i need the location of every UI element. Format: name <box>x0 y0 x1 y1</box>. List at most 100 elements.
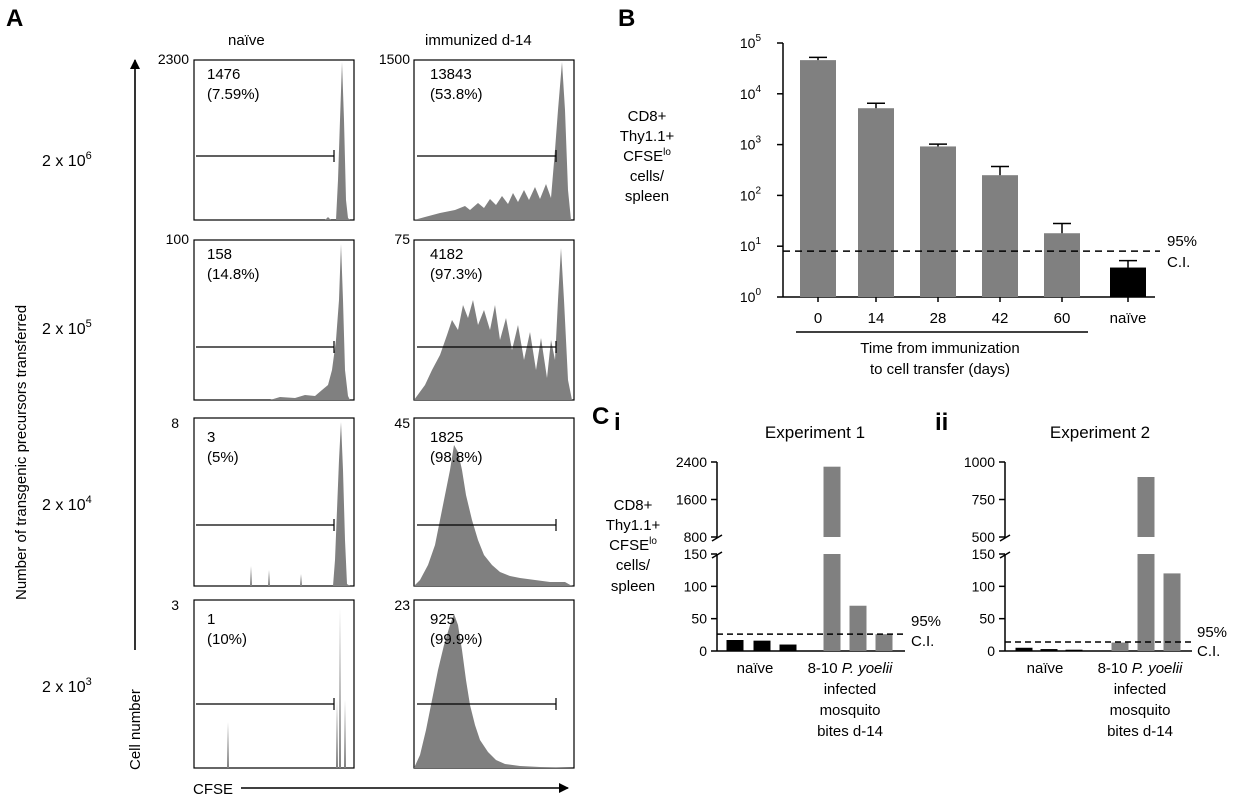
svg-text:infected: infected <box>824 681 877 698</box>
svg-text:cells/: cells/ <box>630 168 665 185</box>
row-label-2e5: 2 x 105 <box>42 318 92 338</box>
svg-text:spleen: spleen <box>611 578 655 595</box>
gate-percent: (97.3%) <box>430 266 483 283</box>
panel-b-xlabel-2: to cell transfer (days) <box>870 361 1010 378</box>
ymax-label: 3 <box>171 597 179 613</box>
histogram-trace <box>194 244 350 400</box>
histogram-naive-2e6: 2300 1476 (7.59%) <box>158 51 355 221</box>
panel-b-ylabel: CD8+ Thy1.1+ CFSElo cells/ spleen <box>620 108 675 205</box>
gate-count: 1825 <box>430 429 463 446</box>
bar <box>753 640 771 651</box>
svg-text:C.I.: C.I. <box>911 633 934 650</box>
panel-b-xlabel-1: Time from immunization <box>860 340 1019 357</box>
y-tick-label: 103 <box>740 135 762 153</box>
chart-title: Experiment 1 <box>765 423 865 442</box>
bar <box>1040 649 1058 651</box>
bar <box>823 554 841 651</box>
ymax-label: 45 <box>394 415 410 431</box>
x-tick-label: 60 <box>1054 310 1071 327</box>
histogram-immunized-2e3: 23 925 (99.9%) <box>394 597 575 769</box>
histogram-trace <box>414 445 572 586</box>
histogram-immunized-2e5: 75 4182 (97.3%) <box>394 231 575 401</box>
bar <box>1044 233 1080 297</box>
y-tick-label: 0 <box>987 643 995 659</box>
y-tick-label: 104 <box>740 84 762 102</box>
bar <box>1111 642 1129 651</box>
gate-percent: (10%) <box>207 631 247 648</box>
panel-c-ii-letter: ii <box>935 409 948 436</box>
histogram-immunized-2e6: 1500 13843 (53.8%) <box>379 51 575 221</box>
x-tick-label: 42 <box>992 310 1009 327</box>
y-tick-label: 2400 <box>676 454 707 470</box>
svg-text:cells/: cells/ <box>616 557 651 574</box>
col-label-immunized: immunized d-14 <box>425 32 532 49</box>
gate-count: 4182 <box>430 246 463 263</box>
ymax-label: 100 <box>166 231 190 247</box>
ymax-label: 8 <box>171 415 179 431</box>
gate-count: 1476 <box>207 66 240 83</box>
svg-text:CFSElo: CFSElo <box>609 536 657 554</box>
y-tick-label: 50 <box>979 611 995 627</box>
y-tick-label: 50 <box>691 611 707 627</box>
col-label-naive: naïve <box>228 32 265 49</box>
y-tick-label: 1000 <box>964 454 995 470</box>
bar <box>982 175 1018 297</box>
gate-percent: (99.9%) <box>430 631 483 648</box>
svg-text:Thy1.1+: Thy1.1+ <box>606 517 661 534</box>
chart-b: 100 101 102 103 104 105 0 14 28 42 60 naïve <box>740 33 1160 327</box>
c-i-ci-label: 95% C.I. <box>911 613 941 650</box>
bar <box>1110 267 1146 297</box>
ymax-label: 1500 <box>379 51 410 67</box>
y-tick-label: 0 <box>699 643 707 659</box>
histogram-naive-2e5: 100 158 (14.8%) <box>166 231 355 401</box>
bar <box>875 634 893 651</box>
bar <box>1163 573 1181 651</box>
svg-text:bites d-14: bites d-14 <box>817 723 883 740</box>
svg-text:CD8+: CD8+ <box>614 497 653 514</box>
row-label-2e6: 2 x 106 <box>42 150 92 170</box>
gate-count: 13843 <box>430 66 472 83</box>
bar <box>726 640 744 651</box>
gate-percent: (7.59%) <box>207 86 260 103</box>
gate-count: 925 <box>430 611 455 628</box>
c-i-group-naive: naïve <box>737 660 774 677</box>
bar <box>1065 649 1083 651</box>
y-tick-label: 1600 <box>676 492 707 508</box>
panel-b-letter: B <box>618 5 635 32</box>
cell-number-label: Cell number <box>127 689 144 770</box>
gate-percent: (53.8%) <box>430 86 483 103</box>
axis-break-mark <box>711 534 723 542</box>
axis-break-mark <box>999 551 1011 559</box>
y-tick-label: 800 <box>684 529 708 545</box>
histogram-trace <box>194 422 350 586</box>
c-ii-group-naive: naïve <box>1027 660 1064 677</box>
svg-text:95%: 95% <box>911 613 941 630</box>
svg-text:C.I.: C.I. <box>1197 643 1220 660</box>
bar-upper-segment <box>1137 477 1155 537</box>
svg-text:mosquito: mosquito <box>1110 702 1171 719</box>
gate-count: 1 <box>207 611 215 628</box>
panel-c-i-letter: i <box>614 409 621 436</box>
ymax-label: 23 <box>394 597 410 613</box>
histogram-trace <box>414 62 571 220</box>
y-tick-label: 102 <box>740 185 762 203</box>
row-label-2e3: 2 x 103 <box>42 676 92 696</box>
histogram-naive-2e4: 8 3 (5%) <box>171 415 355 587</box>
y-tick-label: 150 <box>972 546 996 562</box>
svg-text:spleen: spleen <box>625 188 669 205</box>
x-tick-label: naïve <box>1110 310 1147 327</box>
c-ii-ci-label: 95% C.I. <box>1197 624 1227 660</box>
bar <box>1137 554 1155 651</box>
axis-break-mark <box>999 534 1011 542</box>
panel-c-letter: C <box>592 403 609 430</box>
svg-text:95%: 95% <box>1197 624 1227 641</box>
histogram-trace <box>414 248 572 400</box>
svg-text:95%: 95% <box>1167 233 1197 250</box>
gate-percent: (98.8%) <box>430 449 483 466</box>
panel-c-ylabel: CD8+ Thy1.1+ CFSElo cells/ spleen <box>606 497 661 595</box>
x-tick-label: 28 <box>930 310 947 327</box>
ymax-label: 75 <box>394 231 410 247</box>
